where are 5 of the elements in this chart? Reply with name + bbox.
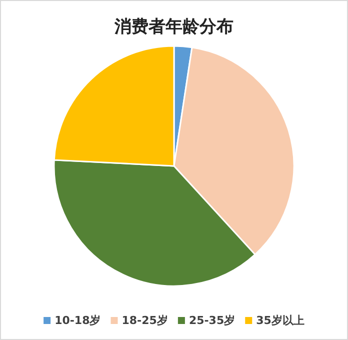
legend-label: 35岁以上 (256, 314, 304, 327)
legend-label: 10-18岁 (54, 314, 101, 327)
chart-title: 消费者年龄分布 (114, 17, 234, 37)
legend-label: 25-35岁 (188, 314, 236, 327)
legend-label: 18-25岁 (122, 314, 168, 327)
